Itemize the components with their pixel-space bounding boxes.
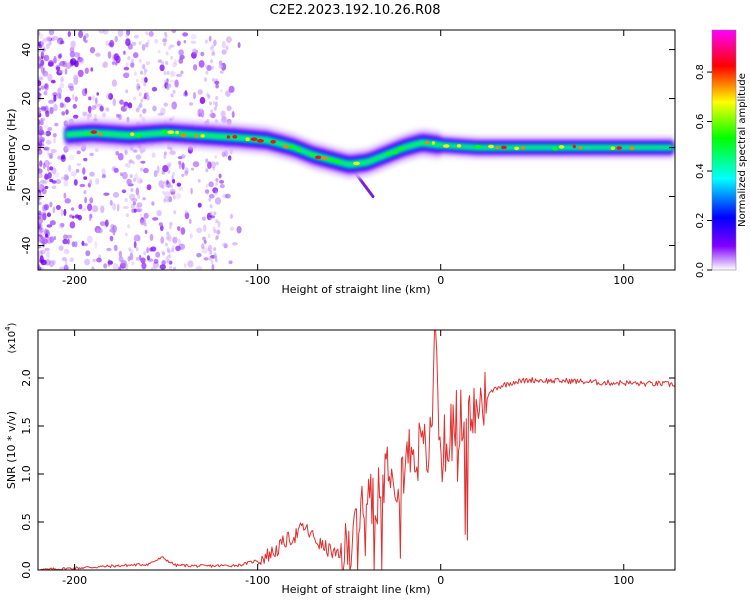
y-tick-label: -40: [20, 237, 33, 255]
snr-y-axis-label: SNR (10 * v/v): [5, 411, 18, 489]
snr-x-axis-label: Height of straight line (km): [281, 583, 430, 596]
heatmap-y-axis-label: Frequency (Hz): [5, 109, 18, 192]
y-tick-label: -20: [20, 188, 33, 206]
colorbar-tick-label: 0.2: [695, 213, 706, 229]
x-tick-label: 0: [437, 274, 444, 287]
heatmap-frame: [37, 29, 676, 271]
colorbar-tick-label: 0.4: [695, 163, 706, 179]
y-tick-label: 0: [20, 144, 33, 151]
y-tick-label: 0.0: [20, 561, 33, 579]
snr-frame: [37, 329, 676, 571]
x-tick-label: -100: [245, 574, 270, 587]
snr-axes: -200 -100 0 100 0.0 0.5 1.0 1.5 2.0: [20, 330, 675, 587]
x-tick-label: 0: [437, 574, 444, 587]
snr-series-line: [38, 330, 675, 570]
colorbar-gradient: [712, 30, 736, 270]
figure-title: C2E2.2023.192.10.26.R08: [269, 3, 440, 18]
snr-panel: -200 -100 0 100 0.0 0.5 1.0 1.5 2.0 Height of st…: [4, 322, 676, 596]
y-tick-label: 2.0: [20, 369, 33, 387]
snr-multiplier-exp: 4: [4, 326, 12, 331]
y-tick-label: 1.5: [20, 417, 33, 435]
colorbar-frame: [711, 29, 737, 271]
y-tick-label: 0.5: [20, 513, 33, 531]
snr-multiplier-base: (x10: [7, 331, 18, 354]
x-tick-label: -200: [62, 574, 87, 587]
colorbar: 0.0 0.2 0.4 0.6 0.8 Normalized spectral ampl…: [695, 29, 748, 278]
svg-text:(x104): (x104): [4, 322, 18, 353]
x-tick-label: -200: [62, 274, 87, 287]
y-tick-label: 1.0: [20, 465, 33, 483]
snr-multiplier: (x104): [4, 322, 18, 353]
colorbar-tick-label: 0.0: [695, 262, 706, 278]
colorbar-tick-label: 0.6: [695, 114, 706, 130]
colorbar-axes: 0.0 0.2 0.4 0.6 0.8: [695, 64, 712, 278]
heatmap-band: [65, 118, 674, 180]
x-tick-label: -100: [245, 274, 270, 287]
y-tick-label: 40: [20, 43, 33, 57]
x-tick-label: 100: [613, 574, 634, 587]
y-tick-label: 20: [20, 92, 33, 106]
x-tick-label: 100: [613, 274, 634, 287]
heatmap-x-axis-label: Height of straight line (km): [281, 283, 430, 296]
colorbar-tick-label: 0.8: [695, 64, 706, 80]
colorbar-label: Normalized spectral amplitude: [737, 73, 748, 227]
